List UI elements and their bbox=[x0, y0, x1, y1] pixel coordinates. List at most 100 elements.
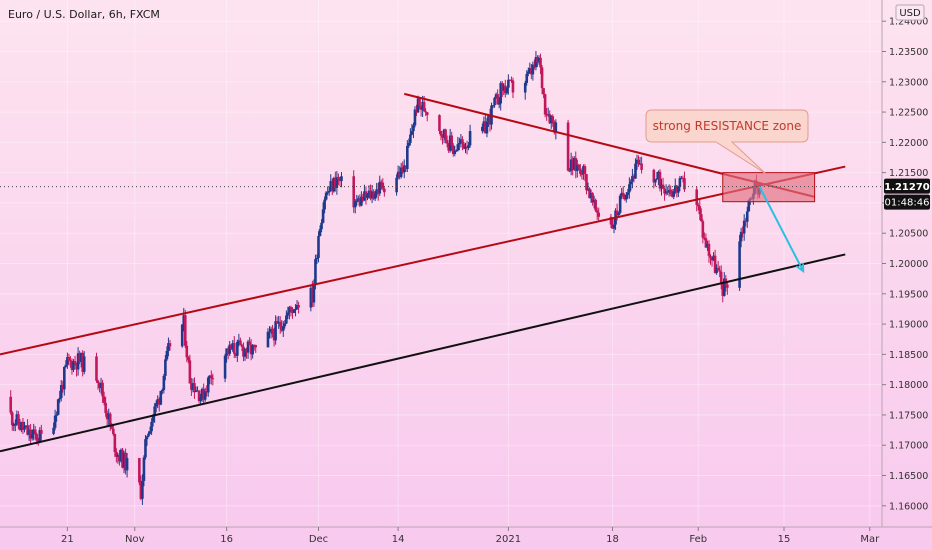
candle-body bbox=[540, 67, 544, 89]
candle-body bbox=[395, 177, 398, 193]
candle-body bbox=[358, 198, 362, 206]
candle-body bbox=[546, 114, 550, 116]
candle-body bbox=[539, 57, 542, 68]
candles bbox=[9, 50, 761, 505]
candle-body bbox=[292, 309, 296, 314]
candle-body bbox=[379, 181, 383, 183]
candle-body bbox=[240, 344, 244, 347]
candle-body bbox=[706, 243, 709, 248]
candle-body bbox=[673, 185, 677, 192]
candle-body bbox=[199, 396, 202, 402]
candle-body bbox=[121, 449, 124, 468]
candle-body bbox=[378, 181, 382, 194]
candle-body bbox=[119, 449, 123, 462]
candle-body bbox=[401, 167, 405, 173]
candle-body bbox=[381, 182, 385, 189]
candle-body bbox=[58, 397, 62, 400]
x-tick-label: 18 bbox=[606, 534, 619, 545]
y-tick-label: 1.24000 bbox=[889, 17, 928, 28]
candle-body bbox=[497, 103, 501, 105]
candle-body bbox=[317, 236, 320, 258]
candle-body bbox=[713, 255, 717, 273]
candle-body bbox=[332, 177, 336, 192]
candle-body bbox=[9, 396, 13, 413]
y-tick-label: 1.17500 bbox=[889, 410, 928, 421]
candle-body bbox=[660, 184, 663, 189]
candle-body bbox=[666, 191, 669, 193]
candle-body bbox=[150, 421, 153, 432]
candle-body bbox=[456, 144, 460, 151]
candle-body bbox=[533, 64, 536, 68]
candle-body bbox=[664, 191, 668, 194]
candle-body bbox=[17, 414, 20, 425]
candle-body bbox=[203, 391, 207, 400]
candle-body bbox=[585, 174, 588, 191]
candle-body bbox=[683, 178, 686, 190]
candle-body bbox=[415, 109, 418, 113]
candle-body bbox=[338, 178, 342, 182]
candle-body bbox=[551, 116, 555, 122]
candle-body bbox=[162, 375, 166, 390]
candle-body bbox=[594, 199, 597, 211]
candle-body bbox=[580, 173, 584, 175]
candle-body bbox=[710, 257, 714, 261]
candle-body bbox=[69, 360, 72, 362]
candle-body bbox=[499, 83, 503, 104]
candle-body bbox=[595, 210, 599, 213]
candle-body bbox=[742, 220, 746, 234]
candle-body bbox=[617, 212, 620, 216]
candle-body bbox=[286, 312, 290, 316]
candle-body bbox=[180, 324, 184, 347]
support-line bbox=[0, 253, 846, 453]
candle-body bbox=[487, 115, 490, 122]
time-axis[interactable]: 21 Nov 16 Dec 14 2021 18 Feb 15 Mar bbox=[61, 527, 880, 545]
price-badge-text: 1.21270 bbox=[884, 182, 930, 193]
currency-label-box[interactable] bbox=[895, 4, 925, 21]
candle-body bbox=[609, 216, 613, 225]
candle-body bbox=[237, 340, 241, 342]
candle-body bbox=[141, 480, 144, 499]
candle-body bbox=[586, 188, 590, 191]
candle-body bbox=[157, 399, 161, 405]
candle-body bbox=[445, 140, 449, 144]
candle-body bbox=[640, 163, 643, 170]
candle-body bbox=[372, 191, 375, 199]
callout-bubble bbox=[645, 109, 809, 175]
candle-body bbox=[572, 158, 576, 170]
candle-body bbox=[210, 375, 213, 379]
candle-body bbox=[462, 143, 466, 149]
candle-body bbox=[274, 321, 277, 341]
candle-body bbox=[142, 457, 146, 481]
resistance-callout[interactable]: strong RESISTANCE zone bbox=[645, 109, 809, 175]
candle-body bbox=[326, 192, 329, 194]
candle-body bbox=[337, 177, 340, 179]
candle-body bbox=[568, 170, 571, 172]
candle-body bbox=[592, 199, 596, 203]
candle-body bbox=[208, 375, 212, 378]
candle-body bbox=[510, 79, 513, 81]
x-tick-label: Dec bbox=[309, 534, 328, 545]
candle-body bbox=[534, 57, 538, 68]
candle-body bbox=[577, 164, 581, 169]
candle-body bbox=[680, 177, 683, 179]
candle-body bbox=[197, 390, 201, 402]
candle-body bbox=[623, 196, 627, 200]
candle-body bbox=[632, 175, 636, 179]
candle-body bbox=[107, 413, 111, 420]
candle-body bbox=[739, 231, 743, 242]
candle-body bbox=[425, 112, 429, 116]
candle-body bbox=[193, 383, 196, 393]
candle-body bbox=[327, 190, 331, 193]
candle-body bbox=[165, 350, 169, 360]
candle-body bbox=[33, 429, 37, 435]
candle-body bbox=[75, 363, 78, 370]
candle-body bbox=[447, 143, 450, 151]
candle-body bbox=[182, 315, 186, 325]
candle-body bbox=[156, 399, 160, 404]
candle-body bbox=[70, 361, 74, 370]
candle-body bbox=[223, 355, 227, 379]
price-axis[interactable]: 1.16000 1.16500 1.17000 1.17500 1.18000 1.185… bbox=[882, 17, 928, 513]
candle-body bbox=[744, 220, 748, 222]
candle-body bbox=[482, 121, 486, 127]
